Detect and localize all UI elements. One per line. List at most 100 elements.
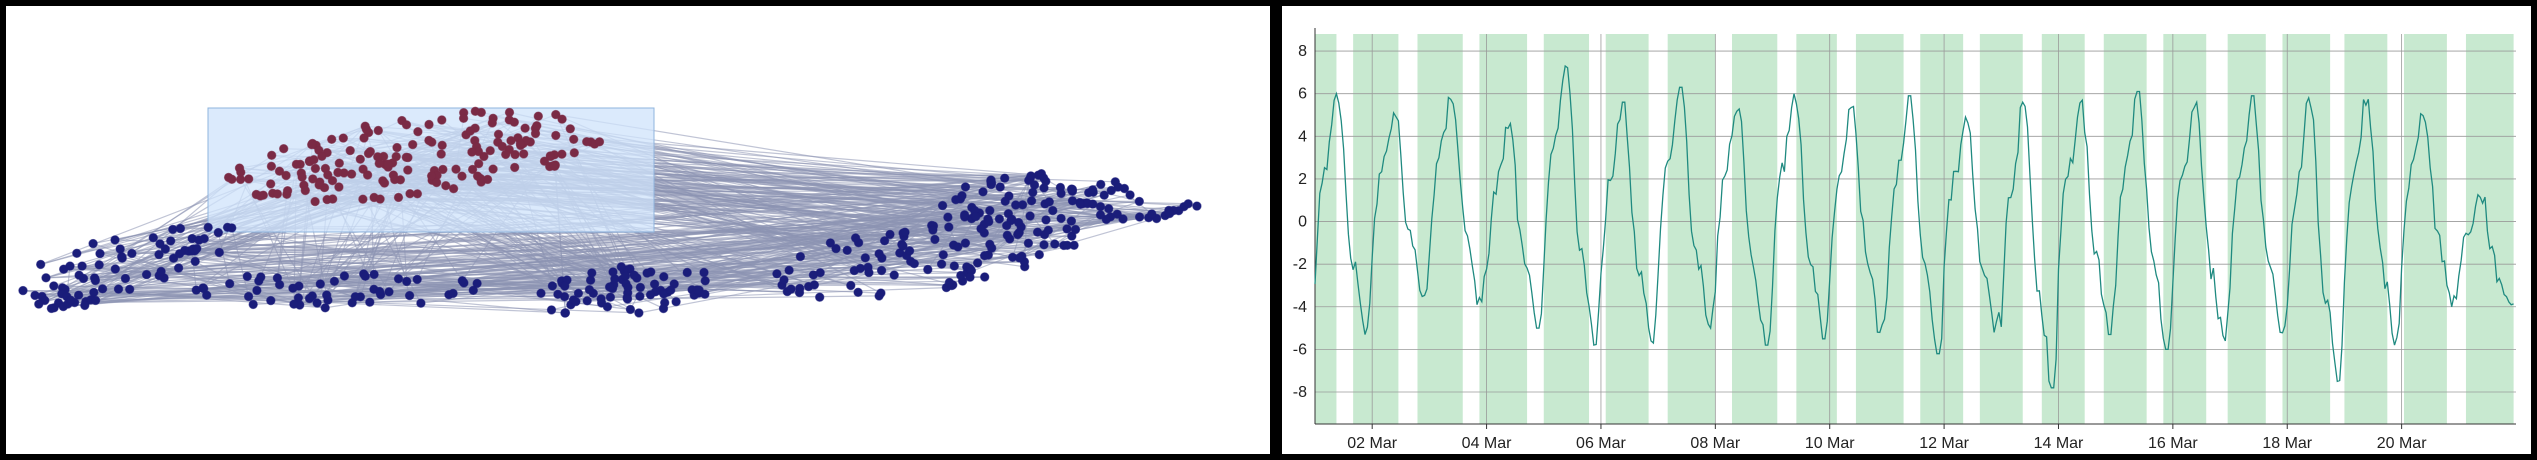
graph-node[interactable] bbox=[488, 164, 498, 174]
graph-node[interactable] bbox=[369, 269, 379, 280]
graph-node[interactable] bbox=[510, 162, 520, 173]
graph-node[interactable] bbox=[795, 251, 806, 262]
graph-node[interactable] bbox=[635, 282, 646, 293]
graph-node[interactable] bbox=[472, 171, 483, 181]
graph-node[interactable] bbox=[110, 235, 120, 245]
graph-node[interactable] bbox=[110, 264, 121, 274]
graph-node[interactable] bbox=[1034, 250, 1045, 260]
graph-node[interactable] bbox=[515, 138, 526, 149]
graph-node[interactable] bbox=[227, 223, 237, 233]
graph-node[interactable] bbox=[551, 130, 561, 141]
graph-node[interactable] bbox=[373, 125, 383, 136]
graph-node[interactable] bbox=[533, 111, 543, 121]
graph-node[interactable] bbox=[1088, 199, 1098, 209]
graph-node[interactable] bbox=[437, 115, 447, 125]
graph-node[interactable] bbox=[560, 281, 570, 291]
graph-node[interactable] bbox=[291, 159, 302, 170]
graph-node[interactable] bbox=[937, 200, 948, 211]
graph-node[interactable] bbox=[441, 181, 451, 191]
graph-node[interactable] bbox=[403, 165, 413, 175]
graph-node[interactable] bbox=[571, 296, 581, 307]
graph-node[interactable] bbox=[307, 140, 317, 150]
graph-node[interactable] bbox=[532, 121, 542, 131]
graph-node[interactable] bbox=[938, 250, 948, 260]
graph-node[interactable] bbox=[1069, 240, 1079, 251]
graph-node[interactable] bbox=[355, 154, 365, 164]
graph-node[interactable] bbox=[909, 259, 919, 269]
graph-node[interactable] bbox=[317, 151, 327, 162]
graph-node[interactable] bbox=[347, 298, 357, 308]
graph-node[interactable] bbox=[994, 214, 1005, 224]
graph-node[interactable] bbox=[248, 299, 258, 310]
graph-node[interactable] bbox=[225, 279, 235, 289]
graph-node[interactable] bbox=[383, 159, 393, 169]
graph-node[interactable] bbox=[504, 107, 515, 118]
network-graph-panel[interactable] bbox=[6, 6, 1270, 454]
graph-node[interactable] bbox=[565, 124, 575, 134]
graph-node[interactable] bbox=[1070, 224, 1081, 235]
graph-node[interactable] bbox=[266, 179, 276, 189]
graph-node[interactable] bbox=[1062, 224, 1072, 234]
graph-node[interactable] bbox=[401, 120, 412, 130]
graph-node[interactable] bbox=[487, 118, 497, 128]
graph-node[interactable] bbox=[127, 248, 137, 259]
graph-node[interactable] bbox=[949, 261, 959, 271]
graph-node[interactable] bbox=[424, 135, 434, 146]
graph-node[interactable] bbox=[1026, 196, 1037, 206]
graph-node[interactable] bbox=[448, 288, 458, 299]
graph-node[interactable] bbox=[557, 114, 567, 124]
graph-node[interactable] bbox=[889, 270, 899, 280]
graph-node[interactable] bbox=[786, 284, 796, 294]
graph-node[interactable] bbox=[1118, 214, 1128, 224]
graph-node[interactable] bbox=[995, 182, 1005, 192]
graph-node[interactable] bbox=[328, 194, 338, 204]
graph-node[interactable] bbox=[671, 297, 681, 307]
graph-node[interactable] bbox=[289, 299, 299, 309]
graph-node[interactable] bbox=[1067, 196, 1078, 206]
graph-node[interactable] bbox=[620, 271, 631, 281]
graph-node[interactable] bbox=[1013, 217, 1024, 228]
graph-node[interactable] bbox=[1038, 173, 1049, 183]
graph-node[interactable] bbox=[358, 194, 368, 204]
graph-node[interactable] bbox=[596, 294, 606, 304]
graph-node[interactable] bbox=[876, 265, 887, 276]
graph-node[interactable] bbox=[73, 290, 84, 300]
graph-node[interactable] bbox=[308, 174, 318, 184]
graph-node[interactable] bbox=[339, 271, 350, 281]
graph-node[interactable] bbox=[551, 109, 561, 120]
graph-node[interactable] bbox=[772, 269, 782, 279]
graph-node[interactable] bbox=[1032, 227, 1043, 237]
graph-node[interactable] bbox=[416, 298, 426, 308]
graph-node[interactable] bbox=[978, 187, 988, 197]
graph-node[interactable] bbox=[359, 133, 369, 143]
graph-node[interactable] bbox=[944, 277, 955, 288]
graph-node[interactable] bbox=[192, 243, 202, 254]
graph-node[interactable] bbox=[379, 178, 390, 188]
graph-node[interactable] bbox=[569, 148, 579, 158]
graph-node[interactable] bbox=[272, 273, 283, 283]
graph-node[interactable] bbox=[80, 300, 90, 311]
graph-node[interactable] bbox=[312, 298, 322, 308]
graph-node[interactable] bbox=[451, 164, 461, 174]
graph-node[interactable] bbox=[658, 303, 669, 314]
graph-node[interactable] bbox=[831, 243, 841, 254]
graph-node[interactable] bbox=[334, 158, 344, 168]
graph-node[interactable] bbox=[390, 174, 400, 185]
graph-node[interactable] bbox=[1041, 215, 1051, 225]
graph-node[interactable] bbox=[582, 296, 592, 306]
graph-node[interactable] bbox=[530, 128, 541, 139]
graph-node[interactable] bbox=[413, 127, 423, 137]
graph-node[interactable] bbox=[850, 233, 861, 243]
graph-node[interactable] bbox=[510, 149, 520, 160]
graph-node[interactable] bbox=[842, 245, 852, 256]
graph-node[interactable] bbox=[784, 265, 794, 275]
graph-node[interactable] bbox=[980, 272, 990, 282]
graph-node[interactable] bbox=[1002, 220, 1012, 231]
graph-node[interactable] bbox=[582, 137, 592, 147]
graph-node[interactable] bbox=[953, 242, 963, 252]
graph-node[interactable] bbox=[605, 292, 616, 302]
graph-node[interactable] bbox=[779, 275, 789, 285]
graph-node[interactable] bbox=[860, 253, 870, 263]
graph-node[interactable] bbox=[923, 264, 933, 275]
graph-node[interactable] bbox=[148, 233, 159, 243]
